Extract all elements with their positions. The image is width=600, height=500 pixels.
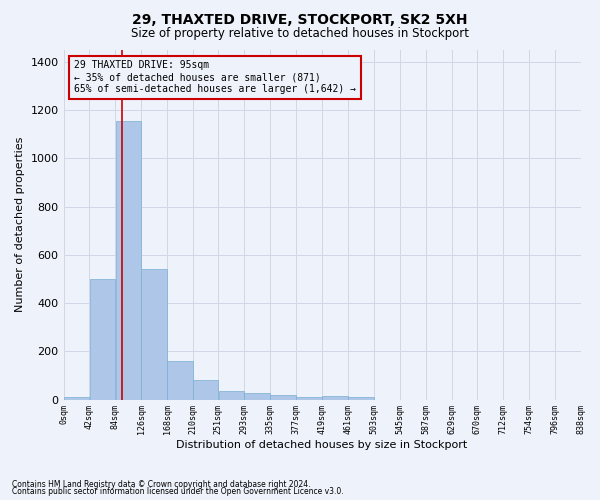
Bar [348, 397, 374, 400]
Bar [167, 361, 193, 400]
Text: Size of property relative to detached houses in Stockport: Size of property relative to detached ho… [131, 28, 469, 40]
Bar [116, 121, 141, 400]
Bar [89, 279, 115, 400]
Bar [64, 397, 89, 400]
Bar [142, 270, 167, 400]
Bar [271, 395, 296, 400]
Bar [296, 397, 322, 400]
Text: Contains public sector information licensed under the Open Government Licence v3: Contains public sector information licen… [12, 487, 344, 496]
Bar [322, 396, 348, 400]
Text: Contains HM Land Registry data © Crown copyright and database right 2024.: Contains HM Land Registry data © Crown c… [12, 480, 311, 489]
X-axis label: Distribution of detached houses by size in Stockport: Distribution of detached houses by size … [176, 440, 467, 450]
Bar [193, 380, 218, 400]
Bar [218, 391, 244, 400]
Bar [244, 393, 270, 400]
Text: 29, THAXTED DRIVE, STOCKPORT, SK2 5XH: 29, THAXTED DRIVE, STOCKPORT, SK2 5XH [132, 12, 468, 26]
Text: 29 THAXTED DRIVE: 95sqm
← 35% of detached houses are smaller (871)
65% of semi-d: 29 THAXTED DRIVE: 95sqm ← 35% of detache… [74, 60, 356, 94]
Y-axis label: Number of detached properties: Number of detached properties [15, 137, 25, 312]
